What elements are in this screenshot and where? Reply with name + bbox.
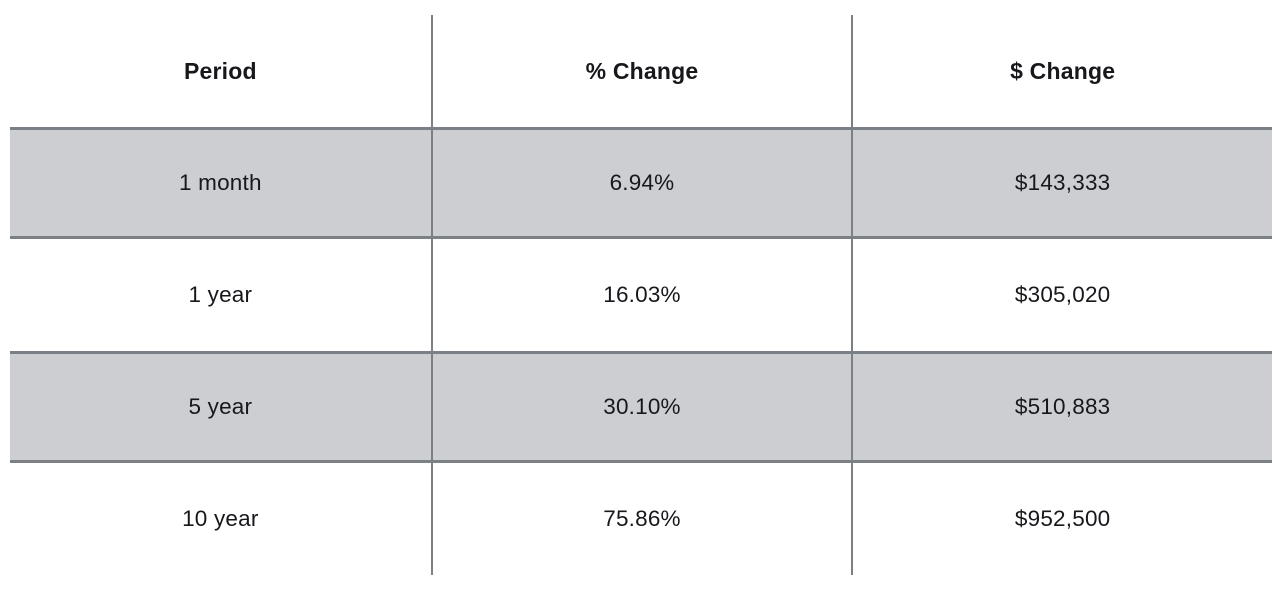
- table-row-1-year: 1 year 16.03% $305,020: [10, 239, 1272, 351]
- cell-dollar-change: $510,883: [851, 354, 1272, 460]
- cell-period: 1 year: [188, 282, 253, 307]
- table-header-row: Period % Change $ Change: [10, 15, 1272, 127]
- header-cell-period: Period: [183, 57, 257, 84]
- table-row-10-year: 10 year 75.86% $952,500: [10, 463, 1272, 575]
- cell-period: 5 year: [188, 394, 253, 419]
- cell-pct-change: 30.10%: [430, 354, 852, 460]
- cell-period: 1 month: [178, 170, 262, 195]
- cell-period: 10 year: [182, 506, 259, 531]
- cell-pct-change: 6.94%: [430, 130, 852, 236]
- cell-dollar-change: $305,020: [851, 239, 1272, 351]
- cell-pct-change: 75.86%: [430, 463, 852, 575]
- table-row-1-month: 1 month 6.94% $143,333: [10, 127, 1272, 239]
- cell-pct-change: 16.03%: [430, 239, 852, 351]
- table-row-5-year: 5 year 30.10% $510,883: [10, 351, 1272, 463]
- header-cell-dollar-change: $ Change: [851, 15, 1272, 127]
- cell-dollar-change: $952,500: [851, 463, 1272, 575]
- header-cell-pct-change: % Change: [430, 15, 852, 127]
- performance-table: Period % Change $ Change 1 month 6.94% $…: [10, 15, 1272, 575]
- cell-dollar-change: $143,333: [851, 130, 1272, 236]
